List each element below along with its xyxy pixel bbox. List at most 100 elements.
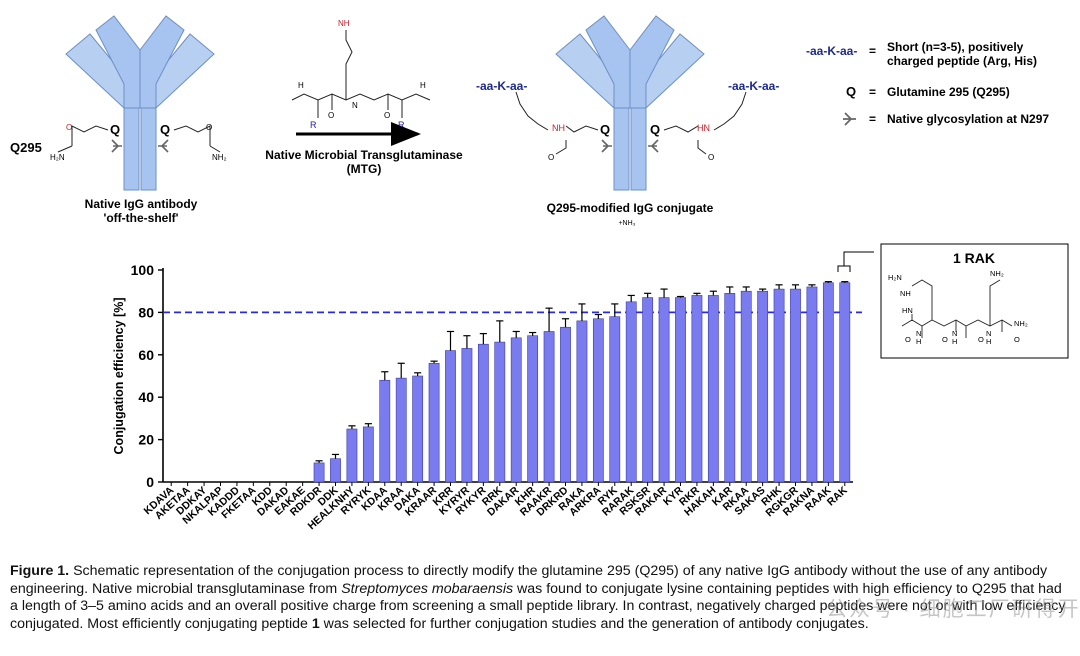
x-tick-label-RAK: RAK — [825, 484, 850, 508]
chart-error-bars — [315, 281, 849, 463]
x-tick-labels: KDAVAAKETAADDKAYNKALPAPKADDDFKETAAKDDDAK… — [142, 484, 851, 532]
mtg-label-1: Native Microbial Transglutaminase — [265, 148, 463, 162]
bar-RAAKR — [543, 331, 555, 483]
svg-text:O: O — [206, 123, 212, 132]
peptide-r-right: R — [398, 120, 405, 130]
bar-KRR — [445, 350, 456, 483]
peptide-tag-right: -aa-K-aa- — [728, 79, 779, 93]
svg-text:O: O — [548, 153, 554, 162]
bar-KRAA — [395, 377, 407, 483]
rak-atom-nh2-c-term: NH₂ — [1014, 319, 1028, 328]
bar-SAKAS — [757, 290, 769, 483]
svg-text:O: O — [708, 153, 714, 162]
y-tick-labels: 0 20 40 60 80 100 — [131, 262, 155, 490]
nh3-byproduct: +NH₃ — [618, 220, 635, 227]
chart-axes — [158, 268, 862, 486]
bar-RSKSR — [642, 297, 654, 483]
bar-RDKDR — [313, 462, 325, 483]
bar-DAKAR — [510, 337, 522, 483]
y-tick-label: 0 — [146, 474, 154, 490]
legend-peptide-text-1: Short (n=3-5), positively — [887, 40, 1024, 54]
bar-HEALKNHY — [346, 428, 358, 483]
native-antibody-caption-2: 'off-the-shelf' — [103, 211, 178, 225]
bar-RYK — [609, 316, 621, 483]
bar-HAKAH — [707, 295, 719, 483]
svg-text:H: H — [420, 81, 426, 90]
peptide-structure — [291, 30, 431, 118]
rak-callout-bracket — [837, 251, 874, 272]
legend-peptide-text-2: charged peptide (Arg, His) — [887, 54, 1037, 68]
bar-KRAAR — [428, 362, 440, 483]
rak-structure-drawing — [901, 279, 1013, 338]
svg-text:O: O — [942, 335, 948, 344]
peptide-number: 1 — [311, 615, 320, 632]
svg-text:=: = — [869, 85, 876, 99]
svg-text:O: O — [1014, 335, 1020, 344]
legend-q-text: Glutamine 295 (Q295) — [887, 85, 1010, 99]
bar-KYR — [675, 297, 686, 483]
bar-DRKRD — [560, 326, 571, 483]
svg-text:N: N — [916, 329, 921, 338]
conjugated-antibody-illustration: Q Q — [515, 15, 747, 191]
y-tick-label: 60 — [138, 347, 154, 363]
svg-text:H: H — [986, 337, 991, 346]
bar-KYRYR — [461, 348, 473, 483]
svg-text:O: O — [328, 111, 334, 120]
bar-RAAK — [822, 282, 834, 483]
mtg-label-2: (MTG) — [347, 162, 382, 176]
bar-KDAA — [379, 379, 391, 483]
conjugate-caption: Q295-modified IgG conjugate — [547, 201, 714, 215]
bar-RKAA — [740, 290, 752, 483]
bar-RAKAR — [658, 297, 670, 483]
legend-symbol-q: Q — [846, 84, 856, 99]
peptide-r-left: R — [310, 120, 317, 130]
bar-RARAK — [625, 301, 637, 483]
rak-atom-nh2-top: NH₂ — [990, 269, 1004, 278]
scheme-legend: -aa-K-aa- = Short (n=3-5), positively ch… — [806, 40, 1049, 126]
svg-text:O: O — [978, 335, 984, 344]
y-tick-label: 20 — [138, 432, 154, 448]
bar-ARKRA — [592, 318, 604, 483]
legend-glycan-icon — [843, 112, 856, 126]
q-label-left: Q — [110, 122, 120, 137]
legend-symbol-peptide: -aa-K-aa- — [806, 44, 857, 58]
y-axis-label: Conjugation efficiency [%] — [112, 298, 126, 455]
bar-RAKNA — [806, 286, 818, 483]
native-antibody-caption-1: Native IgG antibody — [85, 197, 198, 211]
bar-DDK — [330, 458, 341, 483]
conjugation-efficiency-chart: KDAVAAKETAADDKAYNKALPAPKADDDFKETAAKDDDAK… — [112, 243, 1069, 532]
svg-text:N: N — [352, 101, 358, 110]
svg-text:N: N — [986, 329, 991, 338]
caption-label: Figure 1. — [10, 563, 70, 579]
watermark: 公众号 · 细胞工厂研得开公游 — [826, 598, 1080, 621]
linker-hn-right: HN — [697, 123, 710, 133]
legend-glycan-text: Native glycosylation at N297 — [887, 112, 1049, 126]
rak-atom-nh: NH — [900, 289, 911, 298]
q-label-conj-right: Q — [650, 122, 660, 137]
svg-text:=: = — [869, 112, 876, 126]
rak-atom-hn: HN — [902, 306, 913, 315]
svg-text:N: N — [952, 329, 957, 338]
svg-text:=: = — [869, 44, 876, 58]
bar-DAKA — [412, 375, 424, 483]
q295-left-label: Q295 — [10, 140, 42, 155]
q-label-conj-left: Q — [600, 122, 610, 137]
bar-RAK — [839, 282, 851, 483]
svg-text:O: O — [905, 335, 911, 344]
amide-h2n: H₂N — [50, 153, 65, 162]
rak-box-title: 1 RAK — [953, 250, 995, 266]
y-tick-label: 80 — [138, 304, 154, 320]
bar-KAR — [724, 293, 736, 483]
native-antibody-illustration: Q Q O H₂N O NH₂ — [50, 15, 227, 191]
y-tick-label: 40 — [138, 389, 154, 405]
chart-bars — [313, 282, 851, 483]
linker-nh-left: NH — [552, 123, 565, 133]
rak-atom-h2n: H₂N — [888, 273, 902, 282]
lysine-nh2: NH — [338, 19, 350, 28]
q-label-right: Q — [160, 122, 170, 137]
svg-text:H: H — [916, 337, 921, 346]
svg-text:H: H — [952, 337, 957, 346]
bar-RHK — [773, 288, 785, 483]
figure-caption: Figure 1. Schematic representation of th… — [10, 563, 1066, 632]
bar-RKR — [691, 295, 703, 483]
